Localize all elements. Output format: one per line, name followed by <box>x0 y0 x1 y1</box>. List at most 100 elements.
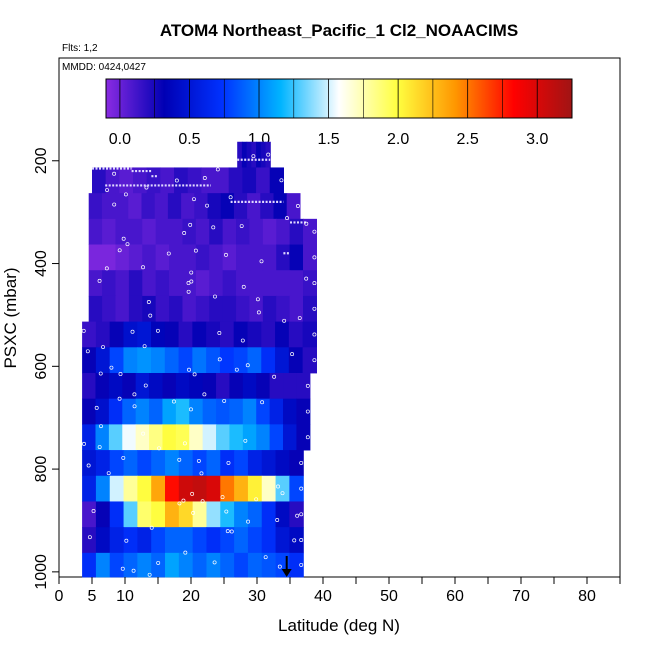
sample-point <box>147 572 152 577</box>
heatmap-cell <box>233 321 249 348</box>
heatmap-cell <box>182 244 197 271</box>
heatmap-cell <box>206 527 221 554</box>
heatmap-cell <box>105 167 120 194</box>
sample-point <box>182 441 187 446</box>
heatmap-cell <box>178 501 194 528</box>
heatmap-cell <box>234 501 249 528</box>
sample-point <box>156 560 161 565</box>
heatmap-cell <box>242 167 257 194</box>
heatmap-cell <box>189 372 204 400</box>
heatmap-cell <box>289 527 304 554</box>
colorbar-tick-label: 2.0 <box>387 131 409 148</box>
sample-point <box>240 338 245 343</box>
heatmap-cell <box>247 450 263 477</box>
heatmap-cell <box>182 295 197 323</box>
x-axis: 0 5 10 20 30 40 50 60 70 80 <box>55 577 621 605</box>
sample-point <box>292 538 297 543</box>
heatmap-cell <box>249 244 264 271</box>
heatmap-cell <box>289 218 304 245</box>
heatmap-cell <box>165 475 180 502</box>
sample-point <box>166 251 171 256</box>
sample-point <box>245 363 250 368</box>
sample-point <box>132 392 137 397</box>
heatmap-cell <box>241 141 248 168</box>
heatmap-cell <box>202 372 217 400</box>
heatmap-cell <box>151 527 166 554</box>
heatmap-cell <box>195 295 210 323</box>
heatmap-cell <box>242 424 257 451</box>
sample-point <box>295 513 300 518</box>
heatmap-cell <box>206 347 221 374</box>
heatmap-cell <box>229 398 244 425</box>
heatmap-cell <box>283 372 298 400</box>
heatmap-cell <box>192 475 208 502</box>
sample-point <box>304 221 309 226</box>
heatmap-cell <box>142 244 157 271</box>
sample-point <box>99 424 103 429</box>
heatmap-cell <box>233 193 248 220</box>
sample-point <box>188 222 193 227</box>
sample-point <box>192 372 197 377</box>
heatmap-cell <box>206 475 221 502</box>
colorbar-tick-label: 0.5 <box>178 131 200 148</box>
heatmap-cell <box>102 295 117 323</box>
sample-point <box>82 441 86 446</box>
colorbar-ticks: 0.0 0.5 1.0 1.5 2.0 2.5 3.0 <box>109 79 548 148</box>
heatmap-cell <box>222 270 237 297</box>
heatmap-cell <box>187 167 202 194</box>
heatmap-cell <box>160 167 175 194</box>
heatmap-cell <box>303 244 317 271</box>
heatmap-cell <box>233 347 249 374</box>
heatmap-cell <box>109 552 125 578</box>
heatmap-cell <box>276 244 291 271</box>
heatmap-cell <box>207 193 222 220</box>
heatmap-cell <box>229 372 244 400</box>
heatmap-cell <box>119 167 134 194</box>
heatmap-cell <box>151 475 166 502</box>
sample-point <box>191 510 196 515</box>
heatmap-cell <box>149 398 164 425</box>
colorbar-tick-label: 1.5 <box>317 131 339 148</box>
heatmap-cell <box>141 193 156 220</box>
heatmap-cell <box>275 527 290 554</box>
sample-point <box>243 438 248 443</box>
heatmap-cell <box>151 347 166 374</box>
heatmap-cell <box>109 450 125 477</box>
heatmap-cell <box>151 450 166 477</box>
heatmap-cell <box>283 398 298 425</box>
heatmap-cell <box>236 270 251 297</box>
heatmap-cell <box>262 295 277 323</box>
sample-point <box>117 396 122 401</box>
heatmap-cell <box>261 347 276 374</box>
sample-point <box>144 185 149 190</box>
y-axis-tick-label: 600 <box>33 353 50 380</box>
heatmap-cell <box>220 475 235 502</box>
heatmap-cell <box>222 295 237 323</box>
heatmap-cell <box>260 141 267 168</box>
heatmap-cell <box>178 450 194 477</box>
heatmap-cell <box>95 501 111 528</box>
sample-point <box>177 457 182 462</box>
heatmap-cell <box>155 295 170 323</box>
sample-point <box>172 399 176 404</box>
sample-point <box>220 495 225 500</box>
heatmap-cell <box>101 193 116 220</box>
heatmap-cell <box>302 321 317 348</box>
heatmap-cell <box>256 167 271 194</box>
heatmap-cell <box>249 218 264 245</box>
heatmap-cell <box>155 244 170 271</box>
heatmap-cell <box>236 218 251 245</box>
heatmap-cell <box>82 398 97 425</box>
sample-point <box>121 455 126 460</box>
heatmap-cell <box>262 218 277 245</box>
sample-point <box>186 289 191 294</box>
heatmap-cell <box>95 347 111 374</box>
heatmap-cell <box>275 450 290 477</box>
heatmap-cell <box>169 270 184 297</box>
heatmap-cell <box>286 193 301 220</box>
sample-point <box>228 195 233 200</box>
heatmap-cell <box>261 501 277 528</box>
heatmap-cell <box>137 527 152 554</box>
heatmap-cell <box>164 347 180 374</box>
sample-point <box>125 242 130 247</box>
